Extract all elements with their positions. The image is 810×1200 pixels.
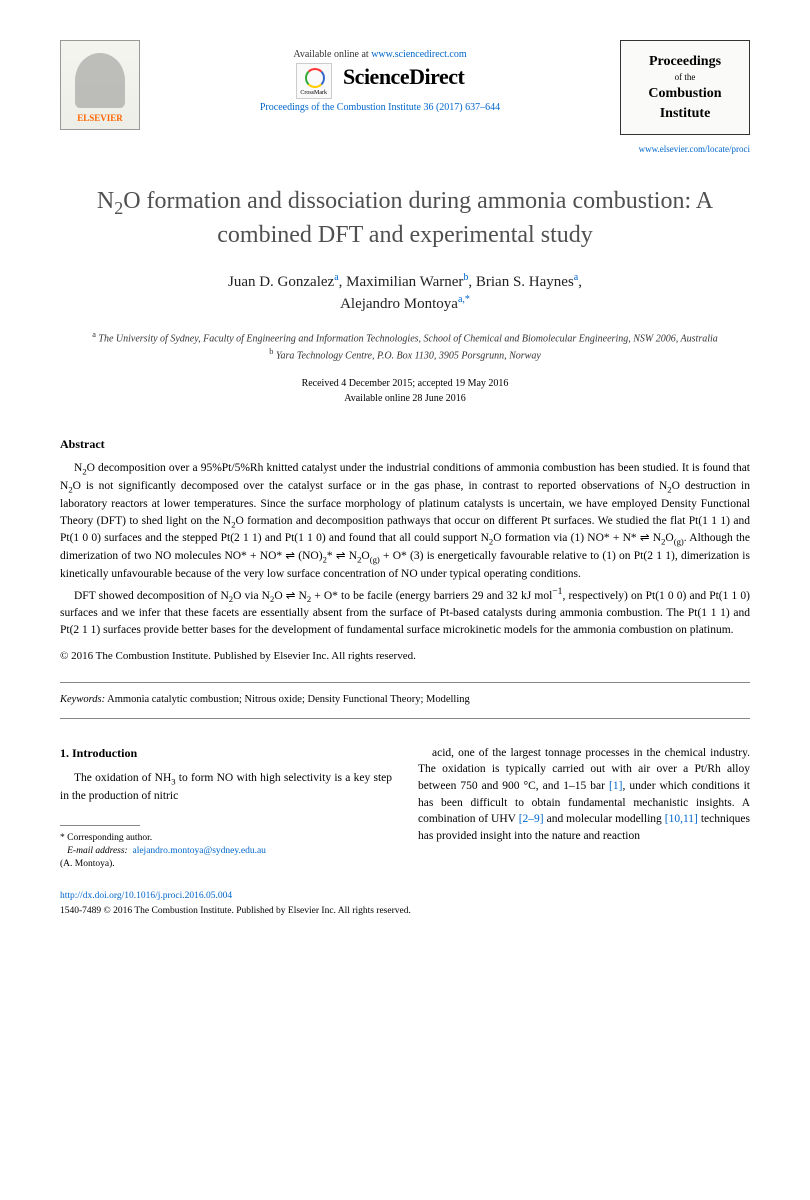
abstract-p1: N2O decomposition over a 95%Pt/5%Rh knit… (60, 460, 750, 582)
footnote-separator (60, 825, 140, 826)
article-title: N2O formation and dissociation during am… (60, 186, 750, 251)
citation-2-9[interactable]: [2–9] (519, 813, 544, 825)
journal-box-line1: Proceedings (649, 52, 721, 72)
journal-header: ELSEVIER Available online at www.science… (60, 40, 750, 135)
author-2-aff[interactable]: b (463, 272, 468, 283)
authors-line: Juan D. Gonzaleza, Maximilian Warnerb, B… (60, 271, 750, 315)
crossmark-label: CrossMark (297, 89, 331, 97)
available-online-line: Available online at www.sciencedirect.co… (140, 48, 620, 62)
received-accepted: Received 4 December 2015; accepted 19 Ma… (302, 378, 509, 389)
author-3-aff[interactable]: a (574, 272, 578, 283)
header-center: Available online at www.sciencedirect.co… (140, 40, 620, 115)
locate-link[interactable]: www.elsevier.com/locate/proci (60, 143, 750, 156)
author-2: Maximilian Warner (346, 274, 463, 290)
elsevier-logo-box: ELSEVIER (60, 40, 140, 130)
issn-copyright: 1540-7489 © 2016 The Combustion Institut… (60, 905, 750, 918)
keywords-text: Ammonia catalytic combustion; Nitrous ox… (107, 694, 470, 705)
right-column: acid, one of the largest tonnage process… (418, 745, 750, 872)
citation-10-11[interactable]: [10,11] (665, 813, 698, 825)
affiliations: a The University of Sydney, Faculty of E… (60, 329, 750, 364)
email-label: E-mail address: (67, 846, 128, 856)
left-column: 1. Introduction The oxidation of NH3 to … (60, 745, 392, 872)
author-4: Alejandro Montoya (340, 296, 458, 312)
sciencedirect-url-link[interactable]: www.sciencedirect.com (371, 49, 466, 60)
available-text: Available online at (293, 49, 371, 60)
journal-cover-box: Proceedings of the Combustion Institute (620, 40, 750, 135)
copyright-line: © 2016 The Combustion Institute. Publish… (60, 649, 750, 664)
crossmark-circle-icon (305, 68, 325, 88)
email-author-name: (A. Montoya). (60, 859, 115, 869)
article-dates: Received 4 December 2015; accepted 19 Ma… (60, 376, 750, 406)
keywords-line: Keywords: Ammonia catalytic combustion; … (60, 682, 750, 719)
sciencedirect-logo: ScienceDirect (343, 64, 464, 89)
abstract-heading: Abstract (60, 436, 750, 453)
journal-box-line3: Combustion (648, 84, 721, 104)
journal-box-line2: of the (675, 71, 696, 84)
corresponding-label: * Corresponding author. (60, 833, 152, 843)
intro-heading: 1. Introduction (60, 745, 392, 762)
affiliation-a: The University of Sydney, Faculty of Eng… (98, 333, 717, 344)
sciencedirect-row: CrossMark ScienceDirect (140, 62, 620, 99)
crossmark-badge[interactable]: CrossMark (296, 63, 332, 99)
intro-right-text: acid, one of the largest tonnage process… (418, 745, 750, 845)
author-4-aff[interactable]: a,* (458, 294, 470, 305)
affiliation-b: Yara Technology Centre, P.O. Box 1130, 3… (276, 351, 541, 362)
doi-link[interactable]: http://dx.doi.org/10.1016/j.proci.2016.0… (60, 890, 750, 903)
citation-1[interactable]: [1] (609, 780, 622, 792)
corresponding-author-block: * Corresponding author. E-mail address: … (60, 832, 392, 872)
elsevier-tree-icon (75, 53, 125, 108)
author-1: Juan D. Gonzalez (228, 274, 334, 290)
author-3: Brian S. Haynes (476, 274, 574, 290)
available-online-date: Available online 28 June 2016 (344, 393, 465, 404)
body-columns: 1. Introduction The oxidation of NH3 to … (60, 745, 750, 872)
keywords-label: Keywords: (60, 694, 105, 705)
journal-citation[interactable]: Proceedings of the Combustion Institute … (140, 101, 620, 115)
elsevier-text: ELSEVIER (77, 112, 123, 125)
author-email-link[interactable]: alejandro.montoya@sydney.edu.au (132, 846, 265, 856)
intro-left-text: The oxidation of NH3 to form NO with hig… (60, 770, 392, 804)
abstract-p2: DFT showed decomposition of N2O via N2O … (60, 585, 750, 639)
author-1-aff[interactable]: a (334, 272, 338, 283)
journal-box-line4: Institute (660, 104, 711, 124)
abstract-body: N2O decomposition over a 95%Pt/5%Rh knit… (60, 460, 750, 638)
